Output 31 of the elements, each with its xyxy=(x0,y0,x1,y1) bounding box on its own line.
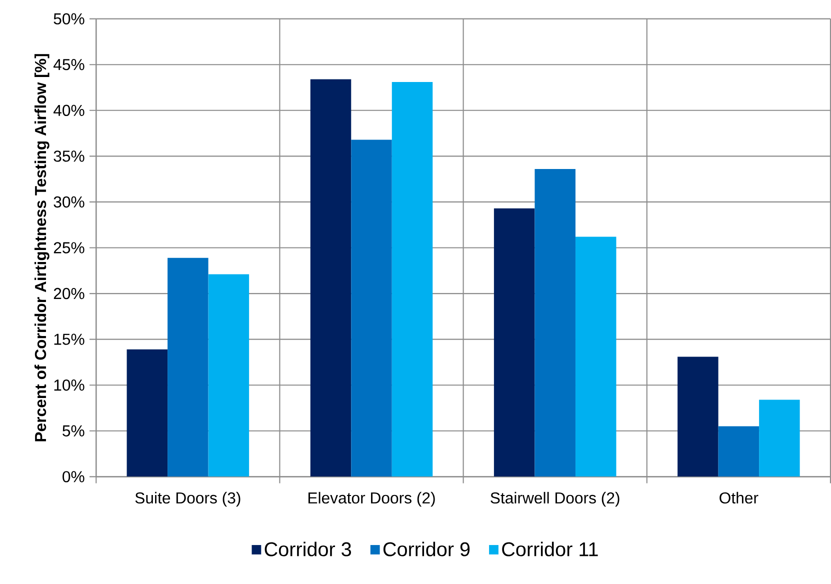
y-tick-label: 0% xyxy=(62,471,84,482)
y-tick-label: 50% xyxy=(54,13,84,25)
legend-label: Corridor 3 xyxy=(264,542,352,556)
y-tick-label: 25% xyxy=(54,242,84,254)
x-tick-label: Elevator Doors (2) xyxy=(308,492,435,507)
bar xyxy=(575,236,616,477)
bar xyxy=(718,426,760,477)
y-axis-title: Percent of Corridor Airtightness Testing Airflow [%] xyxy=(34,54,50,442)
y-tick-label: 5% xyxy=(62,425,84,437)
bar xyxy=(310,79,352,477)
y-tick-label: 10% xyxy=(54,380,84,391)
legend-label: Corridor 9 xyxy=(383,542,470,556)
x-tick-label: Stairwell Doors (2) xyxy=(490,492,620,507)
y-tick-label: 20% xyxy=(54,288,84,300)
bar xyxy=(126,350,168,477)
bar xyxy=(534,169,576,477)
bar xyxy=(168,258,208,477)
legend-label: Corridor 11 xyxy=(502,542,598,556)
bar xyxy=(351,140,392,477)
bar xyxy=(678,356,718,477)
bar xyxy=(494,208,535,477)
y-tick-label: 30% xyxy=(54,196,84,208)
y-tick-label: 45% xyxy=(53,59,84,70)
bar xyxy=(208,274,250,477)
bar xyxy=(759,400,800,477)
y-tick-label: 15% xyxy=(54,334,84,346)
bar xyxy=(392,82,433,477)
x-tick-label: Suite Doors (3) xyxy=(135,492,240,507)
x-tick-label: Other xyxy=(720,492,758,504)
y-tick-label: 35% xyxy=(54,150,84,162)
y-tick-label: 40% xyxy=(53,104,84,116)
